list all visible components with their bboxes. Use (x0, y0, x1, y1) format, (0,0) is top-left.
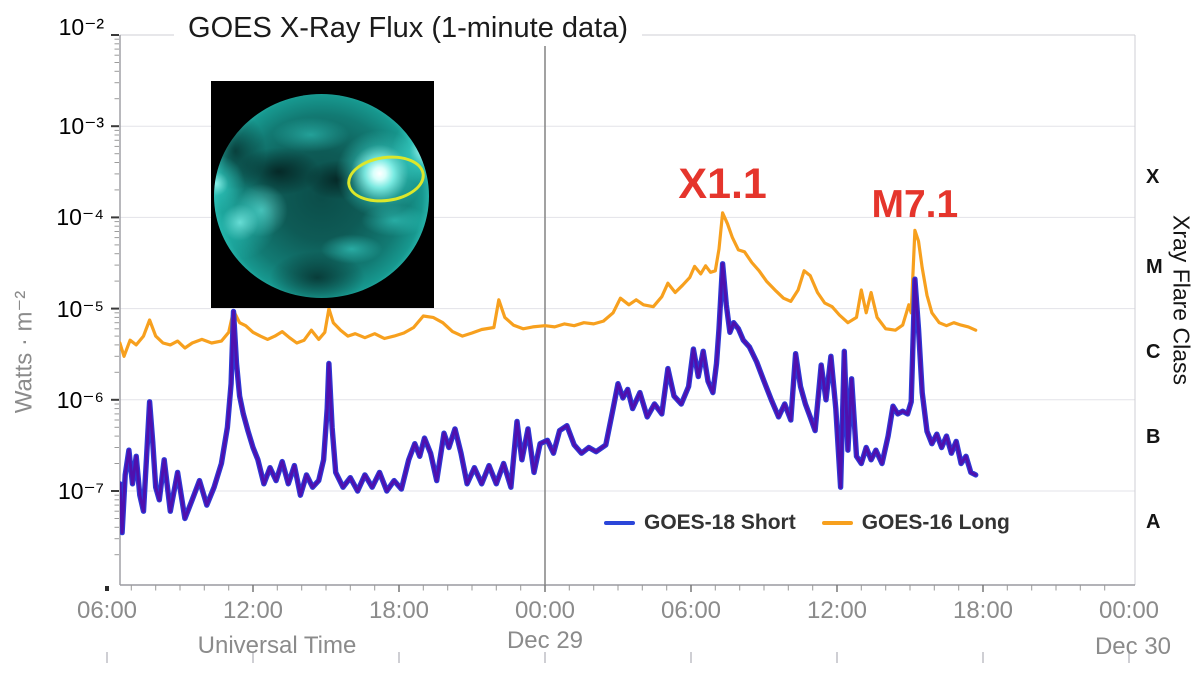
x-tick-1800-dec29: 18:00 (952, 597, 1014, 624)
flare-class-x: X (1146, 166, 1160, 188)
y-tick-1e-3: 10⁻³ (58, 113, 104, 139)
sun-euv-inset-image (211, 81, 434, 308)
y-tick-1e-5: 10⁻⁵ (56, 296, 104, 322)
legend: GOES-18 Short GOES-16 Long (604, 511, 1010, 535)
x-tick-0000-dec30: 00:00 (1098, 597, 1160, 624)
series-goes16-long (120, 211, 978, 358)
x-axis-label: Universal Time (197, 632, 357, 659)
flare-class-b: B (1146, 426, 1161, 448)
legend-label-goes16-long: GOES-16 Long (861, 511, 1010, 534)
flare-class-m: M (1146, 256, 1163, 278)
x-tick-0000-dec29: 00:00 (514, 597, 576, 624)
x-tick-0600-dec29: 06:00 (660, 597, 722, 624)
series-goes18-short (120, 262, 978, 535)
sun-disk (214, 94, 429, 298)
x-tick-1800-dec28: 18:00 (368, 597, 430, 624)
y-tick-1e-4: 10⁻⁴ (56, 204, 104, 230)
day-label-dec29: Dec 29 (506, 627, 584, 654)
flare-class-a: A (1146, 511, 1161, 533)
right-axis-label: Xray Flare Class (1168, 215, 1195, 385)
y-tick-1e-7: 10⁻⁷ (57, 478, 104, 504)
flare-annotation-m7-1: M7.1 (871, 183, 959, 227)
flare-class-c: C (1146, 341, 1161, 363)
chart-title: GOES X-Ray Flux (1-minute data) (174, 10, 642, 46)
day-label-dec30: Dec 30 (1094, 633, 1172, 660)
x-tick-1200-dec28: 12:00 (222, 597, 284, 624)
flare-annotation-x1-1: X1.1 (678, 159, 767, 208)
y-tick-1e-6: 10⁻⁶ (56, 387, 104, 413)
goes18-short-swatch-icon (604, 521, 635, 525)
x-tick-1200-dec29: 12:00 (806, 597, 868, 624)
x-tick-0600-dec28: 06:00 (76, 597, 138, 624)
legend-item-goes18-short[interactable]: GOES-18 Short (604, 511, 796, 535)
goes16-long-swatch-icon (821, 521, 853, 525)
legend-item-goes16-long[interactable]: GOES-16 Long (821, 511, 1010, 535)
legend-label-goes18-short: GOES-18 Short (644, 511, 796, 534)
y-tick-1e-2: 10⁻² (58, 14, 104, 40)
y-axis-label: Watts · m⁻² (10, 290, 38, 414)
